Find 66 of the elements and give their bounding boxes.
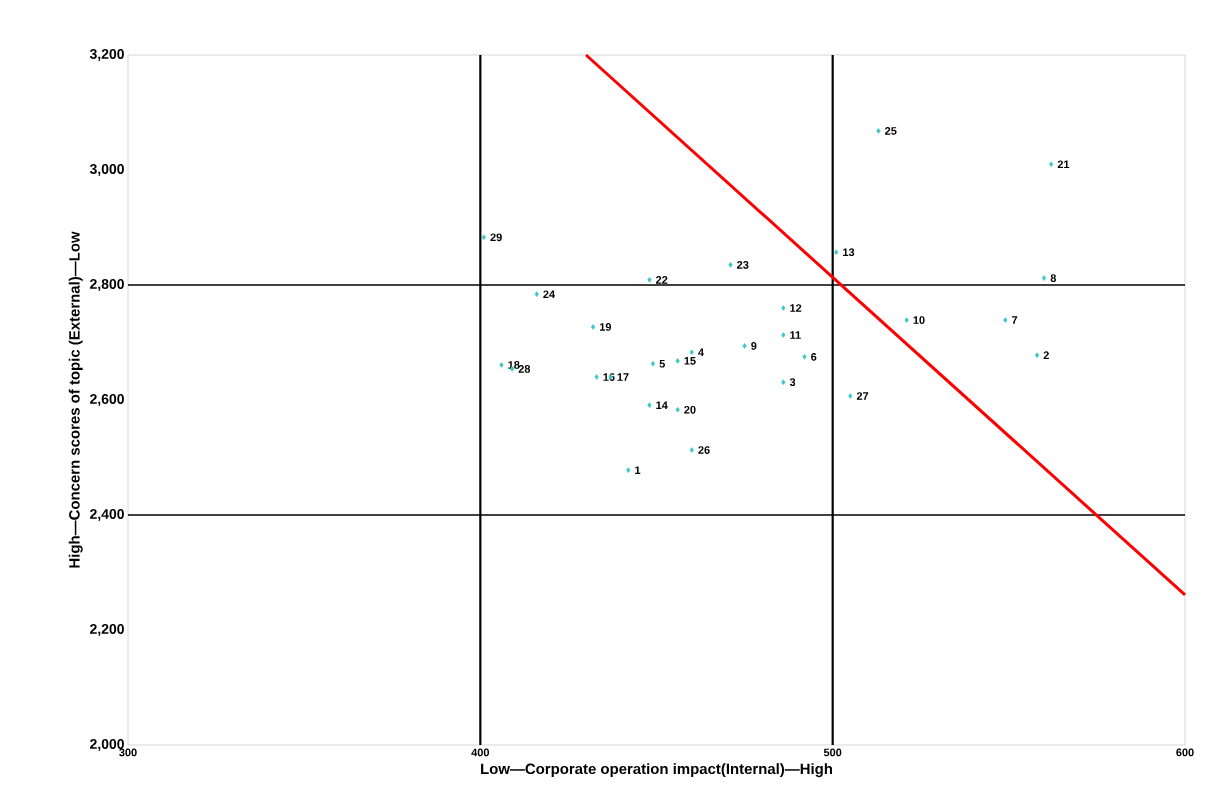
y-tick-label: 2,600: [90, 394, 124, 406]
annotation: 3: [789, 378, 796, 387]
point: [876, 128, 881, 134]
y-tick-label: 2,400: [90, 509, 124, 521]
point: [742, 343, 747, 349]
annotation: 10: [913, 316, 925, 324]
point: [499, 362, 504, 368]
annotation: 1: [635, 466, 641, 474]
annotation: 27: [856, 392, 869, 400]
point: [590, 324, 596, 330]
point: [647, 402, 652, 408]
annotation: 14: [656, 401, 668, 409]
point: [781, 305, 786, 311]
annotation: 23: [737, 260, 749, 269]
annotation: 2: [1043, 351, 1049, 359]
point: [689, 447, 694, 453]
point: [1048, 161, 1054, 168]
point: [1041, 275, 1047, 281]
point: [534, 291, 539, 297]
y-tick-label: 2,800: [90, 279, 124, 291]
annotation: 13: [843, 248, 855, 257]
annotation: 22: [656, 276, 668, 284]
annotation: 12: [790, 304, 802, 312]
point: [626, 467, 631, 473]
point: [481, 234, 486, 241]
annotation: 20: [684, 405, 696, 414]
point: [1034, 352, 1040, 358]
x-tick-label: 400: [471, 748, 490, 757]
point: [647, 277, 652, 283]
annotation: 7: [1011, 316, 1018, 324]
point: [728, 262, 733, 268]
annotation: 19: [599, 323, 612, 331]
annotation: 5: [659, 359, 665, 368]
annotation: 24: [543, 290, 556, 299]
x-axis-title: Low—Corporate operation impact(Internal)—High: [481, 763, 832, 778]
annotation: 25: [885, 127, 897, 135]
annotation: 26: [698, 446, 710, 454]
x-tick-label: 500: [823, 748, 842, 757]
point: [848, 393, 853, 399]
annotation: 21: [1057, 160, 1070, 169]
point: [834, 249, 839, 256]
point: [781, 332, 786, 338]
annotation: 4: [698, 348, 704, 357]
annotation: 6: [811, 353, 817, 361]
annotation: 17: [617, 373, 629, 381]
point: [594, 374, 599, 380]
annotation: 28: [518, 365, 531, 373]
y-tick-label: 2,200: [90, 624, 124, 636]
x-tick-label: 600: [1176, 748, 1194, 757]
annotation: 29: [490, 233, 502, 242]
y-tick-label: 3,200: [89, 49, 124, 61]
point: [650, 360, 656, 367]
point: [1003, 317, 1008, 323]
point: [689, 349, 694, 356]
point: [904, 317, 909, 323]
y-tick-label: 3,000: [89, 164, 124, 176]
annotation: 11: [790, 331, 801, 339]
annotation: 18: [508, 361, 520, 369]
point: [675, 406, 680, 413]
annotation: 15: [684, 357, 696, 365]
point: [781, 379, 786, 385]
point: [675, 358, 680, 364]
point: [802, 354, 807, 360]
annotation: 8: [1050, 274, 1057, 282]
annotation: 9: [751, 342, 757, 350]
y-axis-title: High—Concern scores of topic (External)—Low: [68, 231, 83, 568]
